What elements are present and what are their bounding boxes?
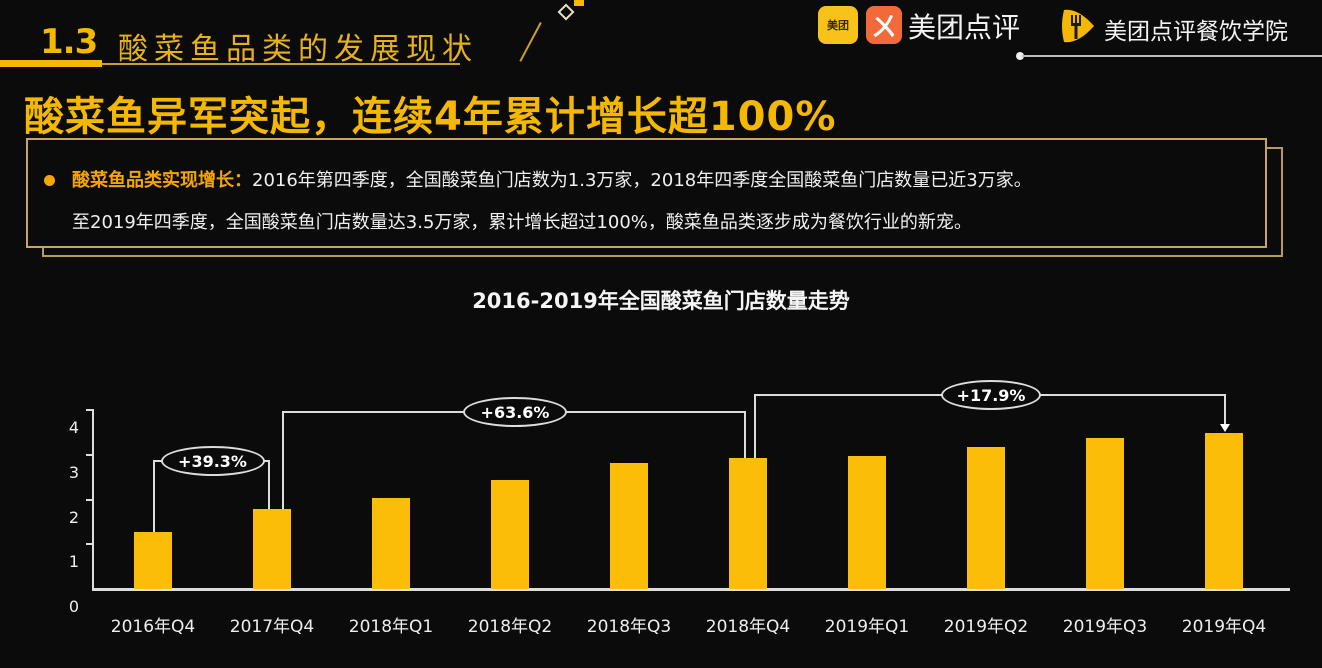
bar: [610, 462, 648, 589]
dianping-logo-icon: ㄨ: [866, 6, 902, 44]
y-tick-label: 4: [68, 418, 80, 438]
bar: [372, 497, 410, 589]
x-axis: [92, 588, 1290, 591]
section-underline: [102, 63, 460, 65]
description-line-2: 至2019年四季度，全国酸菜鱼门店数量达3.5万家，累计增长超过100%，酸菜鱼…: [72, 212, 972, 233]
y-tick: [86, 453, 94, 456]
y-tick-label: 3: [68, 462, 80, 482]
x-tick-label: 2018年Q1: [348, 617, 434, 637]
y-tick-label: 1: [68, 552, 80, 572]
y-tick: [86, 409, 94, 412]
x-tick-label: 2019年Q3: [1062, 617, 1148, 637]
annotation-line: [744, 411, 746, 459]
bullet-icon: [44, 175, 55, 186]
arrow-down-icon: [1220, 423, 1230, 432]
y-tick: [86, 498, 94, 501]
annotation-line: [268, 460, 270, 509]
bar: [1086, 437, 1124, 589]
diamond-icon: [557, 3, 575, 21]
bar: [134, 531, 172, 589]
x-tick-label: 2019年Q1: [824, 617, 910, 637]
chart-title: 2016-2019年全国酸菜鱼门店数量走势: [472, 289, 850, 313]
section-number: 1.3: [40, 22, 98, 62]
x-tick-label: 2018年Q4: [705, 617, 791, 637]
section-title: 酸菜鱼品类的发展现状: [118, 32, 478, 67]
academy-text: 美团点评餐饮学院: [1104, 19, 1288, 45]
y-tick: [86, 543, 94, 546]
growth-badge: +17.9%: [941, 380, 1041, 410]
y-tick-label: 0: [68, 597, 80, 616]
meituan-logo-icon: 美团: [818, 6, 858, 44]
x-tick-label: 2019年Q4: [1181, 617, 1267, 637]
description-box: [26, 138, 1267, 248]
headline: 酸菜鱼异军突起，连续4年累计增长超100%: [24, 94, 837, 140]
bar: [729, 458, 767, 589]
section-slant-line: [519, 22, 542, 62]
description-key-label: 酸菜鱼品类实现增长：: [72, 170, 252, 191]
annotation-line: [754, 394, 756, 459]
description-line-1: 酸菜鱼品类实现增长：2016年第四季度，全国酸菜鱼门店数为1.3万家，2018年…: [72, 166, 1032, 192]
growth-badge: +63.6%: [463, 397, 567, 427]
bar: [253, 508, 291, 589]
x-tick-label: 2018年Q2: [467, 617, 553, 637]
bar: [967, 446, 1005, 589]
description-line-1-text: 2016年第四季度，全国酸菜鱼门店数为1.3万家，2018年四季度全国酸菜鱼门店…: [252, 170, 1032, 191]
x-tick-label: 2019年Q2: [943, 617, 1029, 637]
x-tick-label: 2017年Q4: [229, 617, 315, 637]
annotation-line: [1224, 394, 1226, 425]
y-tick-label: 2: [68, 507, 80, 527]
bar: [1205, 432, 1243, 589]
section-underline-accent: [0, 60, 102, 67]
x-tick-label: 2016年Q4: [110, 617, 196, 637]
fork-logo-icon: [1062, 9, 1094, 43]
brand-text: 美团点评: [908, 11, 1021, 44]
header-divider: [1022, 55, 1322, 57]
growth-badge: +39.3%: [160, 446, 265, 476]
bar: [491, 479, 529, 589]
x-tick-label: 2018年Q3: [586, 617, 672, 637]
divider-dot: [1016, 52, 1024, 60]
annotation-line: [153, 460, 155, 532]
annotation-line: [282, 411, 284, 509]
pencil-tip-icon: [574, 0, 584, 6]
bar: [848, 455, 886, 589]
